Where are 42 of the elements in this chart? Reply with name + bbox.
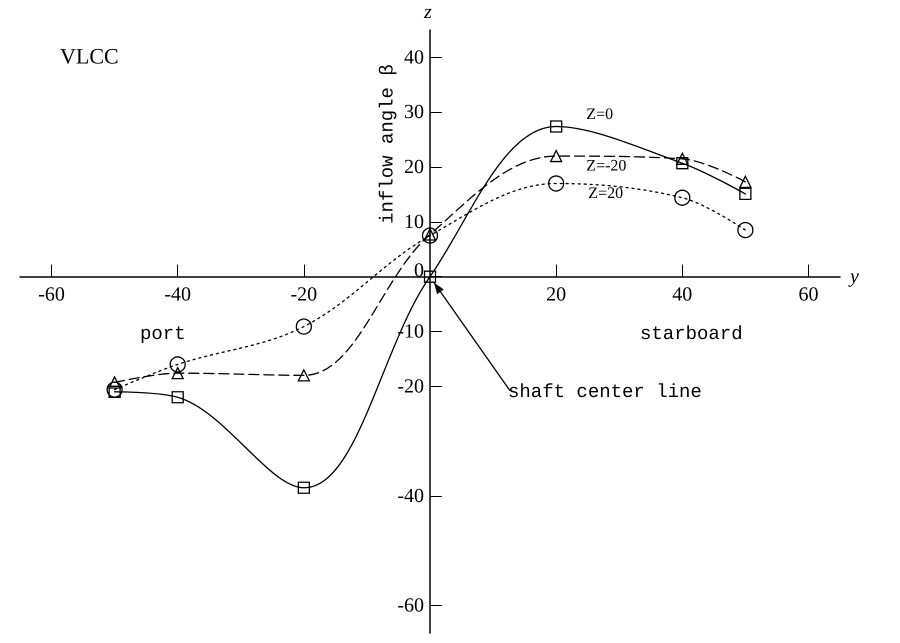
y-tick-label: -40: [397, 484, 424, 507]
series-label: Z=0: [586, 106, 614, 123]
point: [674, 190, 690, 206]
point: [170, 356, 186, 373]
x-axis-title: y: [848, 266, 859, 288]
point: [548, 175, 564, 192]
x-tick-label: 40: [672, 284, 692, 306]
y-tick-label: -20: [397, 375, 424, 398]
point: [424, 270, 436, 283]
point: [106, 381, 123, 398]
point: [298, 482, 310, 494]
x-tick-label: -60: [38, 284, 65, 306]
point: [296, 318, 312, 335]
point: [298, 369, 310, 382]
text: z: [423, 1, 432, 23]
annotation: port: [140, 323, 186, 346]
series-label: Z=20: [588, 184, 624, 202]
point: [676, 152, 688, 165]
point: [737, 222, 754, 238]
point: [739, 188, 752, 200]
y-axis-title: inflow angle β: [376, 64, 398, 224]
point: [172, 391, 184, 404]
point: [550, 120, 562, 133]
y-tick-label: -60: [397, 594, 424, 617]
point: [422, 227, 438, 244]
x-tick-label: 60: [798, 284, 818, 306]
annotation: VLCC: [60, 44, 119, 68]
y-tick-label: 0: [414, 260, 424, 282]
point: [739, 176, 752, 188]
y-tick-label: 10: [404, 210, 424, 233]
y-tick-label: 40: [404, 46, 424, 68]
y-tick-label: 30: [404, 101, 424, 124]
point: [172, 367, 184, 380]
x-tick-label: 20: [546, 284, 566, 306]
series-label: Z=-20: [586, 158, 626, 175]
annotation: shaft center line: [508, 381, 702, 404]
y-tick-label: 20: [404, 156, 424, 178]
x-tick-label: -40: [164, 284, 192, 306]
annotation: starboard: [640, 323, 743, 346]
point: [550, 150, 562, 162]
x-tick-label: -20: [290, 284, 318, 306]
point: [676, 157, 688, 170]
